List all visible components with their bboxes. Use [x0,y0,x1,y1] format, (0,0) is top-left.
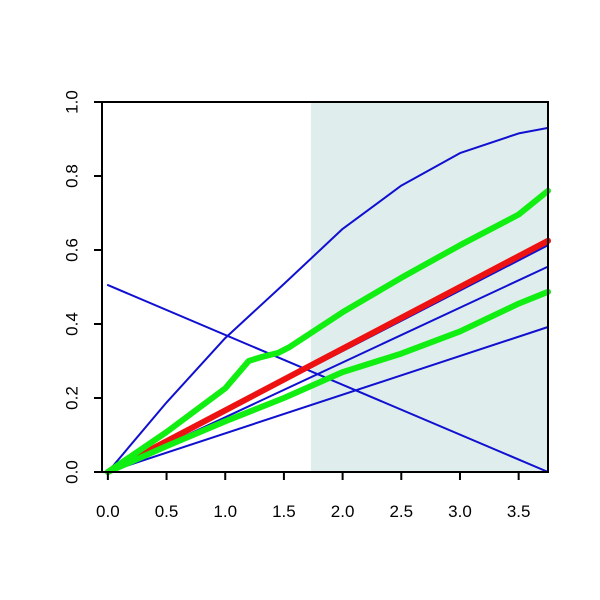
y-tick-label: 0.4 [63,312,82,336]
series-line-7 [104,187,551,475]
x-axis: 0.0 0.5 1.0 1.5 2.0 2.5 3.0 3.5 [96,471,531,521]
x-tick-label: 0.0 [96,502,120,521]
x-tick-label: 3.5 [507,502,531,521]
y-axis: 0.0 0.2 0.4 0.6 0.8 1.0 [63,90,103,484]
x-tick-label: 2.5 [389,502,413,521]
y-tick-label: 0.8 [63,164,82,188]
x-tick-label: 3.0 [448,502,472,521]
x-tick-label: 1.5 [272,502,296,521]
y-tick-label: 0.6 [63,238,82,262]
y-tick-label: 1.0 [63,90,82,114]
shaded-region-layer [310,102,548,472]
series-line-6 [104,237,551,475]
shaded-region [310,102,548,472]
series-line-1 [106,126,549,473]
series-line-8 [104,288,551,475]
x-tick-label: 2.0 [331,502,355,521]
y-tick-label: 0.2 [63,386,82,410]
series-line-5 [106,326,549,473]
x-tick-label: 0.5 [155,502,179,521]
x-tick-label: 1.0 [213,502,237,521]
series-layer [104,126,551,475]
y-tick-label: 0.0 [63,460,82,484]
